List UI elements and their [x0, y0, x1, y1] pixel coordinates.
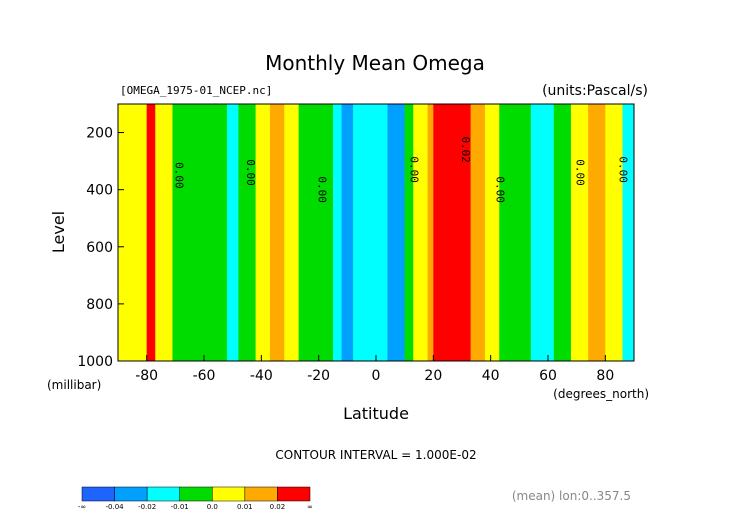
x-tick-label: 80 — [596, 368, 614, 384]
colorbar-swatch — [81, 486, 115, 502]
colorbar-swatch — [114, 486, 148, 502]
x-tick-label: -40 — [250, 368, 273, 384]
heatmap-cell — [427, 104, 434, 361]
contour-label: 0.00 — [172, 162, 185, 189]
colorbar-label: 0.02 — [270, 503, 286, 511]
x-axis-units: (degrees_north) — [553, 387, 649, 401]
heatmap-cell — [226, 104, 239, 361]
heatmap-cell — [341, 104, 354, 361]
contour-interval-text: CONTOUR INTERVAL = 1.000E-02 — [275, 448, 476, 462]
y-tick-label: 600 — [86, 240, 113, 256]
contour-label: 0.00 — [407, 156, 420, 183]
heatmap-cell — [123, 104, 148, 361]
contour-label: 0.02 — [459, 136, 472, 163]
chart-title: Monthly Mean Omega — [265, 51, 485, 75]
heatmap-cell — [588, 104, 606, 361]
x-tick-label: -80 — [135, 368, 158, 384]
x-tick-label: 20 — [424, 368, 442, 384]
heatmap-cell — [553, 104, 572, 361]
colorbar-swatch — [244, 486, 278, 502]
heatmap-cell — [209, 104, 228, 361]
colorbar-label: -∞ — [78, 503, 86, 511]
heatmap-cell — [155, 104, 173, 361]
x-tick-label: -20 — [307, 368, 330, 384]
x-axis-label: Latitude — [343, 404, 409, 423]
x-tick-label: 60 — [539, 368, 557, 384]
heatmap-cell — [622, 104, 635, 361]
colorbar-label: -0.02 — [138, 503, 156, 511]
y-axis-units: (millibar) — [47, 378, 101, 392]
heatmap-cell — [284, 104, 300, 361]
heatmap-cell — [118, 104, 125, 361]
plot-area — [118, 104, 635, 361]
y-tick-label: 800 — [86, 297, 113, 313]
heatmap-cell — [269, 104, 285, 361]
x-tick-label: 40 — [482, 368, 500, 384]
contour-labels: 0.00 0.00 0.00 0.00 0.02 0.00 0.00 0.00 — [172, 136, 629, 202]
heatmap-cell — [570, 104, 589, 361]
y-tick-label: 400 — [86, 183, 113, 199]
x-tick-label: -60 — [193, 368, 216, 384]
colorbar: -∞ -0.04 -0.02 -0.01 0.0 0.01 0.02 ∞ — [78, 486, 313, 511]
heatmap-cell — [413, 104, 429, 361]
heatmap-cell — [238, 104, 257, 361]
units-label: (units:Pascal/s) — [542, 83, 648, 99]
contour-label: 0.00 — [493, 176, 506, 203]
y-axis-ticks: 200 400 600 800 1000 — [77, 126, 124, 370]
x-tick-label: 0 — [372, 368, 381, 384]
contour-label: 0.00 — [574, 159, 587, 186]
colorbar-swatch — [146, 486, 180, 502]
colorbar-label: -0.01 — [171, 503, 189, 511]
file-label: [OMEGA_1975-01_NCEP.nc] — [120, 84, 272, 97]
y-tick-label: 200 — [86, 126, 113, 142]
heatmap-cell — [387, 104, 406, 361]
heatmap-cell — [470, 104, 486, 361]
contour-label: 0.00 — [316, 176, 329, 203]
contour-label: 0.00 — [244, 159, 257, 186]
heatmap-cell — [484, 104, 500, 361]
heatmap-cell — [353, 104, 388, 361]
heatmap-cell — [146, 104, 156, 361]
colorbar-label: -0.04 — [106, 503, 125, 511]
heatmap-cell — [255, 104, 271, 361]
heatmap-cell — [404, 104, 414, 361]
heatmap-cell — [433, 104, 472, 361]
heatmap-cell — [530, 104, 555, 361]
colorbar-label: ∞ — [307, 503, 313, 511]
heatmap-cell — [298, 104, 334, 361]
x-axis-ticks: -80 -60 -40 -20 0 20 40 60 80 — [135, 355, 614, 384]
y-tick-label: 1000 — [77, 354, 113, 370]
colorbar-swatch — [212, 486, 246, 502]
heatmap-cell — [172, 104, 211, 361]
colorbar-label: 0.0 — [207, 503, 218, 511]
mean-text: (mean) lon:0..357.5 — [512, 489, 631, 503]
heatmap-cell — [499, 104, 532, 361]
colorbar-swatch — [277, 486, 311, 502]
contour-label: 0.00 — [617, 156, 630, 183]
heatmap-cell — [605, 104, 624, 361]
y-axis-label: Level — [49, 211, 68, 253]
heatmap-cell — [333, 104, 343, 361]
colorbar-label: 0.01 — [237, 503, 253, 511]
colorbar-swatch — [179, 486, 213, 502]
